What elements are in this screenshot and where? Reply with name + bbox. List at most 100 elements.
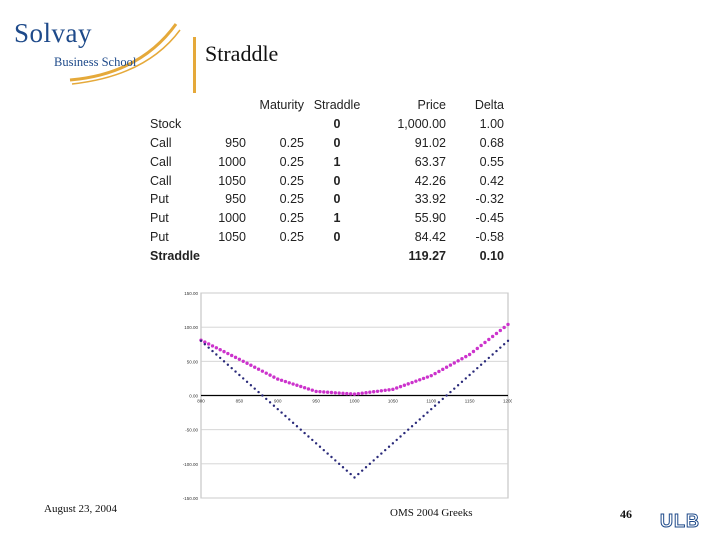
series-1-point — [445, 394, 448, 397]
table-cell: 55.90 — [414, 211, 446, 226]
series-1-point — [341, 466, 345, 469]
table-cell: 1.00 — [479, 117, 504, 132]
x-tick-label: 1150 — [465, 399, 475, 404]
page-number: 46 — [620, 507, 632, 521]
x-tick-label: 1000 — [349, 399, 360, 404]
series-0-point — [287, 381, 291, 385]
table-cell: -0.58 — [475, 229, 505, 244]
series-0-point — [329, 390, 334, 395]
x-tick-label: 800 — [197, 399, 205, 404]
table-cell: Put — [150, 192, 169, 207]
series-1-point — [238, 373, 241, 377]
series-0-point — [283, 379, 288, 384]
table-cell: 33.92 — [414, 192, 446, 207]
series-1-point — [203, 343, 207, 346]
solvay-logo: Solvay Business School — [10, 14, 190, 94]
series-1-point — [307, 435, 310, 438]
payoff-chart: 150.00 100.00 50.00 0.00 -50.00 -100.00 -150.0… — [183, 291, 512, 501]
series-0-point — [291, 382, 295, 386]
series-0-point — [306, 387, 311, 391]
x-tick-label: 950 — [312, 399, 320, 404]
series-1-point — [337, 462, 341, 466]
table-cell: Put — [150, 229, 169, 244]
series-0-point — [429, 373, 433, 378]
series-0-point — [418, 378, 422, 382]
logo-wordmark: Solvay — [14, 18, 93, 48]
series-1-point — [272, 404, 276, 407]
series-0-point — [325, 390, 330, 394]
series-1-point — [280, 411, 283, 414]
series-0-point — [464, 354, 468, 359]
series-0-point — [414, 379, 418, 383]
series-0-point — [494, 331, 499, 336]
slide-title: Straddle — [205, 41, 279, 66]
series-1-point — [288, 418, 291, 421]
table-cell: 950 — [225, 192, 246, 207]
table-cell: 1,000.00 — [397, 117, 446, 132]
series-1-point — [291, 421, 295, 425]
series-1-point — [441, 397, 444, 401]
series-0-point — [387, 388, 391, 392]
series-0-point — [245, 361, 249, 365]
y-tick-label: 100.00 — [184, 325, 198, 330]
series-1-point — [234, 370, 237, 373]
table-cell: 0.55 — [479, 154, 504, 169]
series-1-point — [506, 339, 510, 343]
series-0-point — [249, 363, 253, 367]
series-0-point — [310, 388, 314, 392]
series-0-point — [230, 353, 234, 358]
series-0-point — [444, 365, 449, 369]
y-tick-label: -100.00 — [183, 462, 199, 467]
logo-subtitle: Business School — [54, 55, 137, 69]
series-0-point — [341, 391, 345, 396]
table-cell: 63.37 — [414, 154, 446, 169]
series-0-point — [333, 391, 338, 395]
series-1-point — [495, 349, 498, 353]
table-cell: 0.25 — [279, 135, 304, 150]
y-tick-label: 150.00 — [184, 291, 198, 296]
series-0-point — [375, 389, 380, 393]
footer-date: August 23, 2004 — [44, 503, 118, 515]
table-cell: 91.02 — [414, 135, 446, 150]
table-cell — [210, 246, 246, 265]
series-1-point — [430, 407, 433, 411]
series-1-point — [472, 370, 475, 373]
series-0-point — [471, 349, 476, 354]
series-1-point — [330, 455, 333, 459]
series-0-point — [345, 391, 349, 396]
series-0-point — [276, 377, 280, 381]
x-tick-label: 850 — [236, 399, 244, 404]
series-1-point — [318, 445, 322, 448]
series-1-point — [449, 390, 452, 394]
series-1-point — [395, 438, 398, 442]
series-1-point — [265, 397, 268, 401]
series-0-point — [441, 367, 445, 372]
series-1-point — [422, 414, 425, 418]
series-0-point — [241, 359, 245, 363]
series-0-point — [222, 349, 226, 354]
series-1-point — [426, 411, 429, 414]
series-0-point — [360, 391, 364, 395]
ulb-logo: ULB — [660, 511, 700, 532]
table-header-row: Maturity Straddle Price Delta — [150, 96, 504, 115]
series-1-point — [479, 363, 483, 366]
series-1-point — [380, 452, 383, 455]
table-cell: 950 — [225, 135, 246, 150]
series-0-point — [425, 375, 430, 379]
series-1-point — [322, 448, 325, 452]
series-1-point — [410, 425, 414, 428]
series-0-point — [210, 344, 215, 348]
series-0-point — [433, 371, 437, 376]
series-1-point — [276, 407, 279, 411]
series-1-point — [384, 448, 387, 452]
series-1-point — [345, 469, 349, 472]
series-1-point — [249, 384, 253, 387]
series-1-point — [372, 459, 375, 462]
table-row: Call 950 0.25 0 91.02 0.68 — [150, 134, 504, 153]
series-1-point — [357, 472, 360, 476]
series-0-point — [203, 340, 207, 344]
series-1-point — [261, 394, 264, 397]
series-0-point — [410, 380, 414, 385]
series-0-point — [383, 388, 387, 393]
greeks-table: Maturity Straddle Price Delta Stock 0 1,… — [150, 96, 504, 265]
